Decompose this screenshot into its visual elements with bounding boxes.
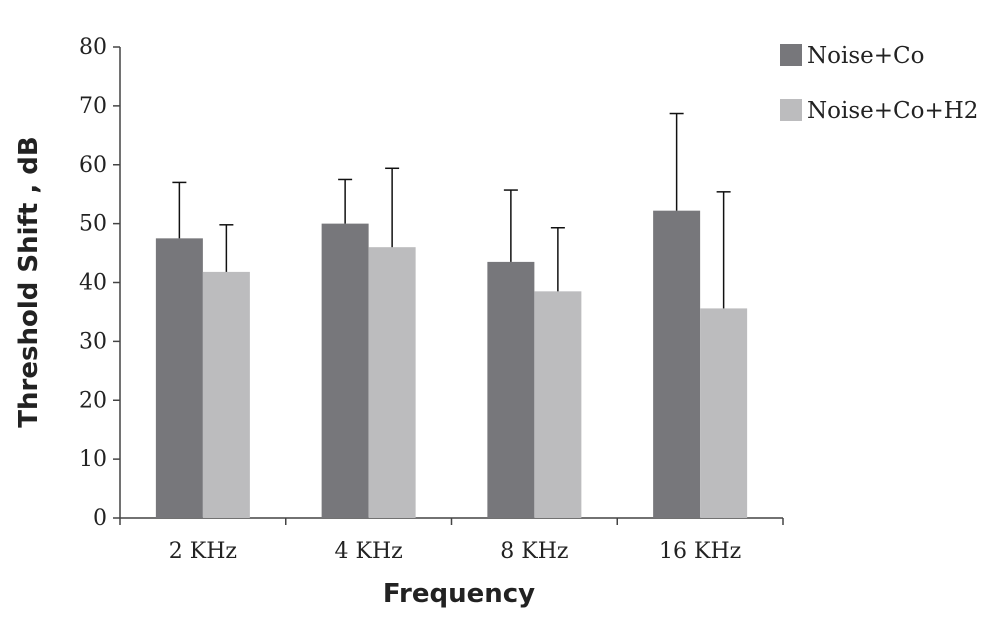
bar-noise-co-h2 [368,247,416,519]
y-tick-label: 30 [79,329,107,354]
bars [155,210,748,519]
x-ticks: 2 KHz 4 KHz 8 KHz 16 KHz [119,518,784,564]
bar-noise-co-h2 [700,308,748,518]
bar-noise-co [487,261,535,518]
bar-noise-co [321,223,369,518]
legend-swatch [780,44,802,66]
y-tick-label: 20 [79,388,107,413]
legend-swatch [780,99,802,121]
x-tick-label: 8 KHz [500,539,568,564]
y-tick-label: 60 [79,153,107,178]
y-ticks: 0 10 20 30 40 50 60 70 80 [79,35,120,531]
bar-noise-co [155,238,203,518]
y-tick-label: 80 [79,35,107,60]
y-tick-label: 0 [93,506,107,531]
legend-label: Noise+Co [807,43,924,69]
bar-noise-co-h2 [202,271,250,518]
x-tick-label: 16 KHz [659,539,741,564]
x-axis-title: Frequency [383,579,535,609]
legend-label: Noise+Co+H2 [807,98,978,124]
y-axis-title: Threshold Shift , dB [14,136,44,427]
x-tick-label: 4 KHz [335,539,403,564]
x-tick-label: 2 KHz [169,539,237,564]
error-bars [172,112,731,309]
bar-noise-co-h2 [534,291,582,518]
bar-noise-co [653,210,701,519]
y-tick-label: 10 [79,447,107,472]
legend: Noise+Co Noise+Co+H2 [780,43,978,124]
y-tick-label: 70 [79,94,107,119]
y-tick-label: 50 [79,212,107,237]
y-tick-label: 40 [79,271,107,296]
